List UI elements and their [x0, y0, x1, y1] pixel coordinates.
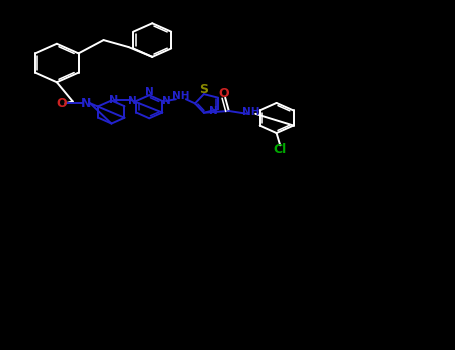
Text: N: N	[109, 95, 118, 105]
Text: O: O	[56, 97, 67, 110]
Text: N: N	[145, 87, 154, 97]
Text: NH: NH	[242, 107, 259, 117]
Text: N: N	[81, 97, 91, 110]
Text: Cl: Cl	[273, 143, 287, 156]
Text: S: S	[199, 83, 208, 96]
Text: N: N	[162, 96, 170, 106]
Text: O: O	[218, 87, 229, 100]
Text: N: N	[209, 106, 218, 116]
Text: NH: NH	[172, 91, 189, 102]
Text: N: N	[128, 96, 137, 106]
